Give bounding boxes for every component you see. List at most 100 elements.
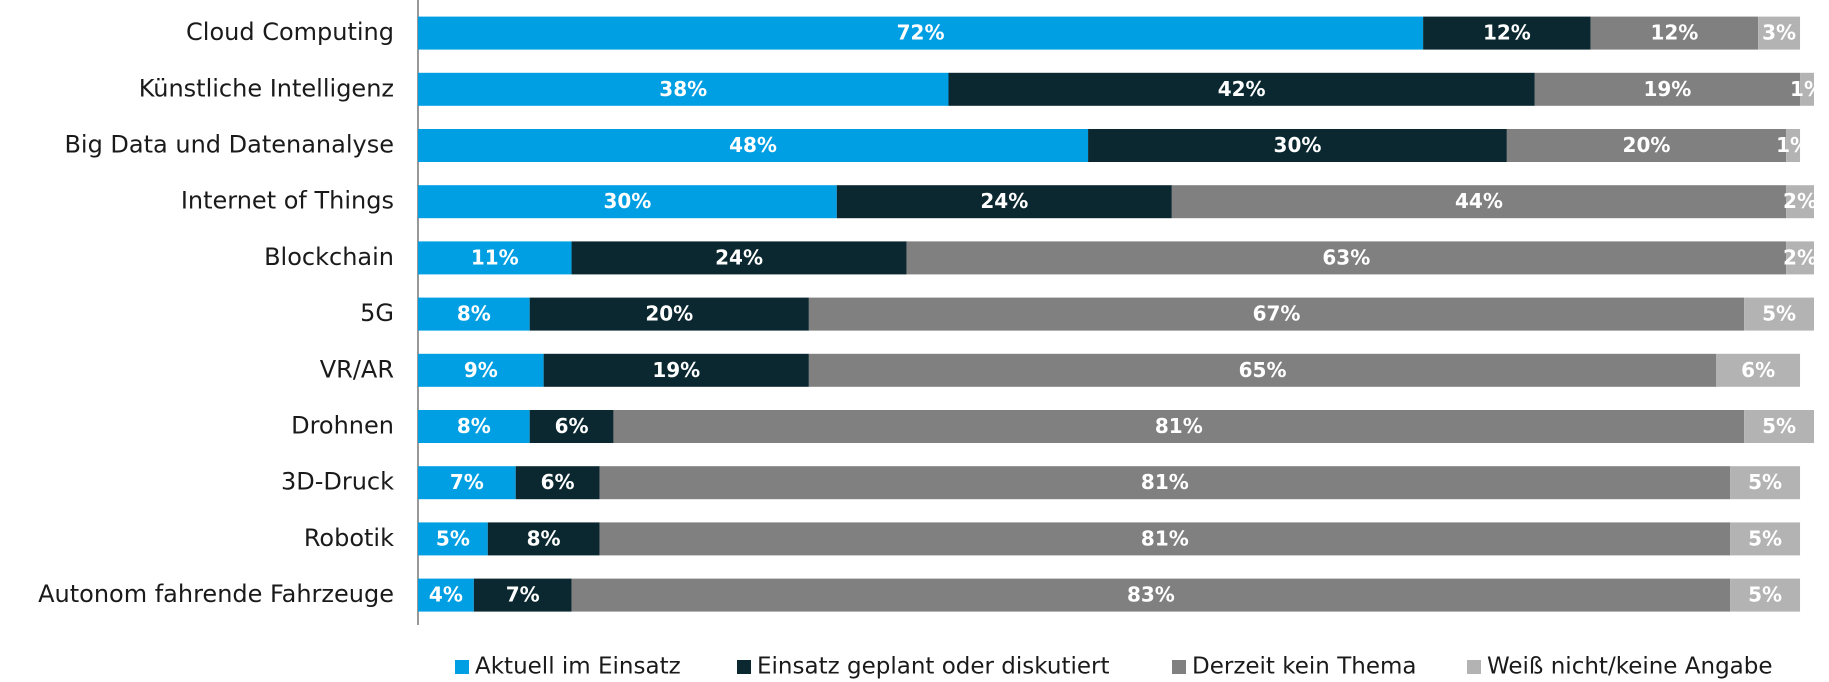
value-label: 81% xyxy=(1141,526,1189,550)
value-label: 48% xyxy=(729,133,777,157)
bar-segment xyxy=(418,410,530,443)
bar-segment xyxy=(1088,129,1507,162)
legend-swatch xyxy=(737,660,751,674)
bar-segment xyxy=(571,241,907,275)
value-label: 5% xyxy=(1748,526,1782,550)
category-label: 5G xyxy=(360,299,394,327)
bar-segment xyxy=(1590,16,1759,50)
value-label: 5% xyxy=(1748,470,1782,494)
value-label: 1% xyxy=(1790,77,1824,101)
bar-segment xyxy=(1744,410,1814,443)
value-label: 5% xyxy=(1748,583,1782,607)
legend-swatch xyxy=(1172,660,1186,674)
value-label: 5% xyxy=(1762,302,1796,326)
bar-segment xyxy=(418,297,530,331)
bar-segment xyxy=(1534,72,1801,106)
value-label: 8% xyxy=(457,302,491,326)
value-label: 20% xyxy=(1623,133,1671,157)
bar-segment xyxy=(1786,129,1801,162)
category-label: Robotik xyxy=(304,524,394,552)
bar-segment xyxy=(599,522,1731,556)
category-label: Künstliche Intelligenz xyxy=(139,74,394,102)
category-label: Big Data und Datenanalyse xyxy=(64,131,394,159)
legend-label: Derzeit kein Thema xyxy=(1192,654,1416,680)
value-label: 8% xyxy=(457,414,491,438)
bar-segment xyxy=(1758,16,1801,50)
category-label: Autonom fahrende Fahrzeuge xyxy=(38,580,394,608)
category-label: Drohnen xyxy=(291,412,394,440)
value-label: 24% xyxy=(715,245,763,269)
value-label: 12% xyxy=(1650,21,1698,45)
bar-segment xyxy=(418,522,488,556)
bar-segment xyxy=(836,185,1172,219)
value-label: 30% xyxy=(603,189,651,213)
value-label: 7% xyxy=(450,470,484,494)
bar-segment xyxy=(571,578,1731,612)
legend-label: Weiß nicht/keine Angabe xyxy=(1487,654,1773,680)
bar-segment xyxy=(1786,185,1814,219)
category-label: 3D-Druck xyxy=(281,468,394,496)
bar-segment xyxy=(473,578,572,612)
value-label: 38% xyxy=(659,77,707,101)
value-label: 24% xyxy=(980,189,1028,213)
bar-segment xyxy=(808,297,1745,331)
value-label: 81% xyxy=(1141,470,1189,494)
value-label: 3% xyxy=(1762,21,1796,45)
legend-swatch xyxy=(455,660,469,674)
bar-segment xyxy=(418,185,837,219)
value-label: 65% xyxy=(1239,358,1287,382)
value-label: 81% xyxy=(1155,414,1203,438)
bar-segment xyxy=(948,72,1535,106)
category-label: Cloud Computing xyxy=(186,18,394,46)
value-label: 9% xyxy=(464,358,498,382)
legend-swatch xyxy=(1467,660,1481,674)
value-label: 19% xyxy=(1643,77,1691,101)
bar-segment xyxy=(418,353,544,387)
bar-segment xyxy=(418,16,1424,50)
value-label: 6% xyxy=(541,470,575,494)
bar-segment xyxy=(1171,185,1787,219)
value-label: 8% xyxy=(527,526,561,550)
category-label: Blockchain xyxy=(264,243,394,271)
bar-segment xyxy=(906,241,1787,275)
value-label: 6% xyxy=(555,414,589,438)
bar-segment xyxy=(1506,129,1787,162)
value-label: 63% xyxy=(1322,245,1370,269)
value-label: 19% xyxy=(652,358,700,382)
bar-segment xyxy=(1716,353,1801,387)
value-label: 67% xyxy=(1253,302,1301,326)
category-label: Internet of Things xyxy=(181,187,394,215)
value-label: 7% xyxy=(506,583,540,607)
bar-segment xyxy=(487,522,600,556)
bar-segment xyxy=(418,241,572,275)
value-label: 2% xyxy=(1783,245,1817,269)
bar-segment xyxy=(1730,578,1801,612)
bar-segment xyxy=(1730,466,1801,500)
value-label: 1% xyxy=(1776,133,1810,157)
bar-segment xyxy=(1744,297,1814,331)
bar-segment xyxy=(418,129,1089,162)
bar-segment xyxy=(1786,241,1814,275)
value-label: 44% xyxy=(1455,189,1503,213)
value-label: 5% xyxy=(1762,414,1796,438)
bar-segment xyxy=(1800,72,1814,106)
bar-segment xyxy=(543,353,809,387)
value-label: 4% xyxy=(429,583,463,607)
value-label: 11% xyxy=(471,245,519,269)
value-label: 42% xyxy=(1218,77,1266,101)
bar-segment xyxy=(1730,522,1801,556)
legend-label: Aktuell im Einsatz xyxy=(475,654,681,680)
bar-segment xyxy=(529,297,809,331)
category-label: VR/AR xyxy=(320,355,394,383)
bar-segment xyxy=(613,410,1745,443)
bar-segment xyxy=(515,466,600,500)
value-label: 20% xyxy=(645,302,693,326)
legend-label: Einsatz geplant oder diskutiert xyxy=(757,654,1110,680)
bar-segment xyxy=(418,578,474,612)
bar-segment xyxy=(599,466,1731,500)
bar-segment xyxy=(418,466,516,500)
value-label: 72% xyxy=(897,21,945,45)
value-label: 2% xyxy=(1783,189,1817,213)
bar-segment xyxy=(529,410,614,443)
